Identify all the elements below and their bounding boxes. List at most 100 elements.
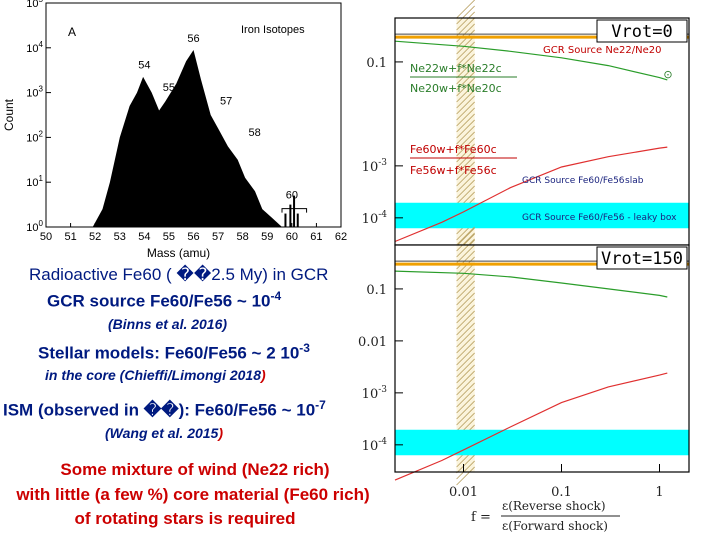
gcr-source-ratio-text: GCR source Fe60/Fe56 ~ 10 [47, 291, 271, 311]
rotation-title: Vrot=150 [601, 249, 683, 269]
gcr-fe60-band [395, 202, 689, 229]
hatch-line [456, 358, 475, 378]
histogram-x-tick-label: 61 [310, 231, 322, 243]
hatch-line [456, 406, 475, 426]
stellar-models-text: Stellar models: Fe60/Fe56 ~ 2 10 [38, 343, 300, 363]
hatch-line [456, 322, 475, 342]
histogram-y-tick-label: 101 [26, 174, 43, 189]
hatch-line [456, 340, 475, 360]
hatch-line [456, 286, 475, 306]
ratio-y-tick-label: 0.1 [366, 283, 387, 298]
ne22-ratio-numerator: Ne22w+f*Ne22c [410, 62, 502, 75]
f-numerator: ε(Reverse shock) [502, 499, 606, 513]
histogram-y-tick-label: 105 [26, 0, 43, 10]
binns-citation: (Binns et al. 2016) [108, 316, 228, 332]
gcr-fe60-slab-label: GCR Source Fe60/Fe56 [522, 176, 625, 186]
ratio-y-tick-label: 0.1 [366, 56, 387, 71]
hatched-band [456, 18, 475, 245]
hatch-line [456, 466, 475, 486]
hatched-band [456, 245, 475, 472]
hatch-line [456, 155, 475, 175]
hatch-line [456, 412, 475, 432]
ratio-y-tick-label: 10-4 [362, 210, 388, 227]
ratio-series-line [394, 270, 668, 298]
histogram-y-tick-label: 102 [26, 129, 43, 144]
hatch-line [456, 304, 475, 324]
histogram-x-tick-label: 51 [64, 231, 76, 243]
histogram-y-label: Count [2, 98, 16, 131]
ratio-y-tick-label: 0.01 [358, 335, 387, 350]
hatch-line [456, 113, 475, 133]
hatch-line [456, 370, 475, 390]
hatch-line [456, 388, 475, 408]
hatch-line [456, 23, 475, 43]
histogram-peak-label: 56 [187, 33, 199, 45]
ratio-x-tick-label: 0.1 [551, 485, 572, 500]
hatch-line [456, 101, 475, 121]
histogram-peak-label: 55 [163, 82, 175, 94]
ratio-series-line [394, 372, 668, 481]
histogram-peak-label: 54 [138, 60, 150, 72]
stellar-models-line: Stellar models: Fe60/Fe56 ~ 2 10-3 [38, 341, 310, 364]
radioactive-fe60-line: Radioactive Fe60 ( ��2.5 My) in GCR [29, 265, 329, 284]
hatch-line [456, 137, 475, 157]
wang-citation-text: (Wang et al. 2015 [105, 425, 219, 441]
hatch-line [456, 161, 475, 181]
histogram-x-tick-label: 50 [40, 231, 52, 243]
chieffi-citation-text: in the core (Chieffi/Limongi 2018 [45, 367, 262, 383]
hatch-line [456, 185, 475, 205]
histogram-x-tick-label: 57 [212, 231, 224, 243]
hatch-line [456, 65, 475, 85]
hatch-line [456, 292, 475, 312]
chieffi-limongi-citation: in the core (Chieffi/Limongi 2018) [45, 367, 266, 383]
wang-citation: (Wang et al. 2015) [105, 425, 223, 441]
ratio-x-tick-label: 0.01 [449, 485, 478, 500]
hatch-line [456, 5, 475, 25]
histogram-x-tick-label: 59 [261, 231, 273, 243]
hatch-line [456, 125, 475, 145]
hatch-line [456, 47, 475, 67]
rotation-title-box [596, 246, 688, 270]
hatch-line [456, 394, 475, 414]
hatch-line [456, 250, 475, 270]
hatch-line [456, 298, 475, 318]
hatch-line [456, 334, 475, 354]
ism-observed-exponent: -7 [315, 398, 326, 412]
hatch-line [456, 227, 475, 247]
hatch-line [456, 143, 475, 163]
ratio-panel-frame [394, 244, 690, 473]
hatch-line [456, 256, 475, 276]
hatch-line [456, 460, 475, 480]
ratio-y-tick-label: 10-4 [362, 437, 388, 454]
hatch-line [456, 53, 475, 73]
histogram-x-tick-label: 60 [286, 231, 298, 243]
stellar-models-exponent: -3 [299, 341, 310, 355]
ratio-series-line [394, 40, 668, 81]
hatch-line [456, 244, 475, 264]
hatch-line [456, 83, 475, 103]
ne22-ratio-denominator: Ne20w+f*Ne20c [410, 82, 502, 95]
hatch-line [456, 167, 475, 187]
conclusion-line-1: Some mixture of wind (Ne22 rich) [60, 460, 330, 479]
hatch-line [456, 77, 475, 97]
slab-label: slab [625, 176, 644, 186]
histogram-x-tick-label: 62 [335, 231, 347, 243]
hatch-line [456, 382, 475, 402]
histogram-title: Iron Isotopes [241, 24, 305, 36]
hatch-line [456, 238, 475, 258]
hatch-line [456, 268, 475, 288]
hatch-line [456, 29, 475, 49]
histogram-sparse-bar [284, 213, 287, 227]
histogram-bars [92, 50, 282, 227]
hatch-line [456, 41, 475, 61]
hatch-line [456, 107, 475, 127]
hatch-line [456, 71, 475, 91]
histogram-x-tick-label: 53 [114, 231, 126, 243]
hatch-line [456, 328, 475, 348]
chieffi-citation-paren: ) [261, 367, 266, 383]
hatch-line [456, 17, 475, 37]
histogram-x-tick-label: 55 [163, 231, 175, 243]
hatch-line [456, 11, 475, 31]
hatch-line [456, 232, 475, 252]
